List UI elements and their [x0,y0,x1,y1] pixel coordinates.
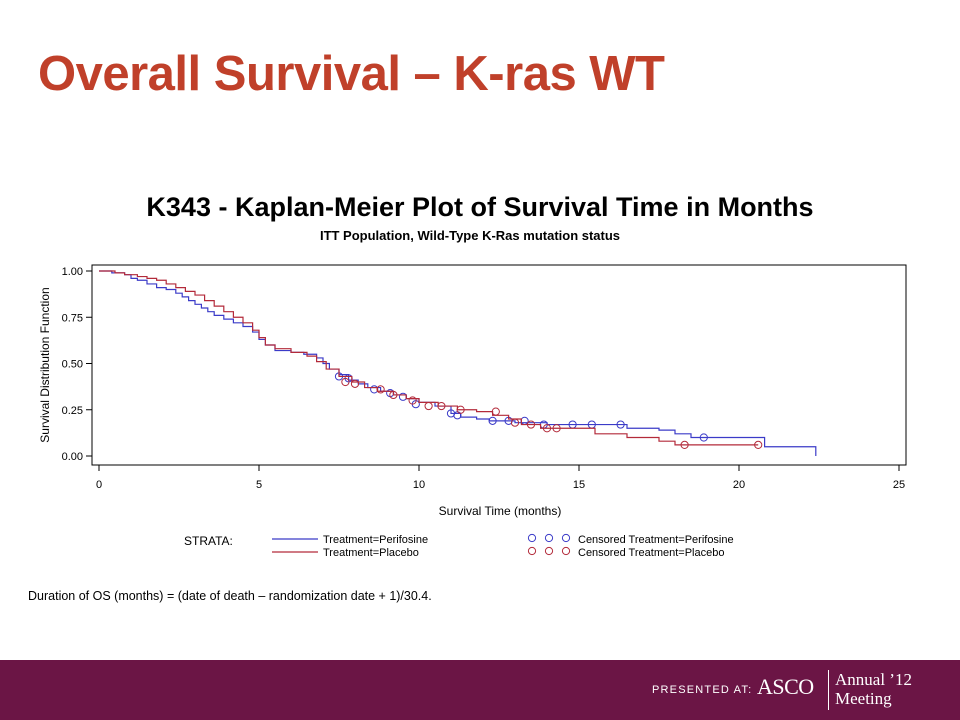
y-axis-label: Survival Distribution Function [38,287,52,442]
footnote: Duration of OS (months) = (date of death… [28,589,432,603]
x-axis: 0 5 10 15 20 25 [96,465,905,491]
meeting-line-2: Meeting [835,689,892,708]
annual-meeting-logo: Annual ’12 Meeting [835,670,912,708]
logo-divider [828,670,829,710]
censored-marker-placebo [376,385,385,394]
y-axis: 0.00 0.25 0.50 0.75 1.00 [62,266,92,463]
legend-censored-marker-perifosine [561,533,571,543]
censored-marker-placebo [424,401,433,411]
censored-marker-placebo [456,405,465,414]
censored-marker-perifosine [488,416,497,425]
censored-marker-placebo [510,418,520,427]
survival-curve-placebo [99,270,759,446]
legend-censored-marker-placebo [527,546,537,556]
x-tick-label: 25 [893,479,905,491]
legend-censored-label-placebo: Censored Treatment=Placebo [578,547,724,559]
censored-marker-placebo [437,401,446,411]
legend-label-placebo: Treatment=Placebo [323,547,419,559]
meeting-line-1: Annual ’12 [835,670,912,689]
censored-marker-placebo [491,407,500,416]
censored-marker-placebo [542,424,552,433]
x-tick-label: 15 [573,479,585,491]
x-tick-label: 20 [733,479,745,491]
plot-frame [91,264,907,466]
footer-bar: PRESENTED AT: ASCO Annual ’12 Meeting [0,660,960,720]
censored-marker-placebo [680,440,689,449]
kaplan-meier-plot: 0.00 0.25 0.50 0.75 1.00 0 5 10 15 20 25 Survival… [38,264,907,559]
y-tick-label: 0.50 [62,359,83,371]
censored-marker-placebo [408,396,417,405]
x-axis-label: Survival Time (months) [439,504,562,518]
censored-marker-placebo [350,379,360,388]
censored-marker-placebo [526,420,536,429]
y-tick-label: 1.00 [62,266,83,278]
chart-title: K343 - Kaplan-Meier Plot of Survival Tim… [146,192,814,222]
legend-censored-marker-perifosine [544,533,554,543]
censored-marker-placebo [754,440,763,449]
y-tick-label: 0.75 [62,312,83,324]
x-tick-label: 5 [256,479,262,491]
legend-censored-label-perifosine: Censored Treatment=Perifosine [578,534,734,546]
legend-label-perifosine: Treatment=Perifosine [323,534,428,546]
survival-curve-perifosine [99,270,817,456]
censored-marker-perifosine [398,392,408,401]
x-tick-label: 10 [413,479,425,491]
legend-censored-marker-perifosine [527,533,537,543]
x-tick-label: 0 [96,479,102,491]
censored-marker-placebo [341,377,350,387]
legend-censored-marker-placebo [561,546,571,556]
chart-subtitle: ITT Population, Wild-Type K-Ras mutation… [319,228,621,243]
legend-censored-marker-placebo [544,546,554,556]
legend: STRATA: Treatment=Perifosine Censored Tre… [184,533,734,559]
censored-marker-placebo [389,390,398,400]
y-tick-label: 0.00 [62,451,83,463]
slide-title: Overall Survival – K-ras WT [38,47,665,101]
censored-marker-perifosine [699,433,708,442]
legend-title: STRATA: [184,534,233,548]
asco-logo: ASCO [757,674,814,699]
series-layer [99,270,817,456]
y-tick-label: 0.25 [62,405,83,417]
censored-marker-perifosine [616,420,625,429]
censored-marker-placebo [552,424,561,433]
presented-at-label: PRESENTED AT: [652,684,753,696]
